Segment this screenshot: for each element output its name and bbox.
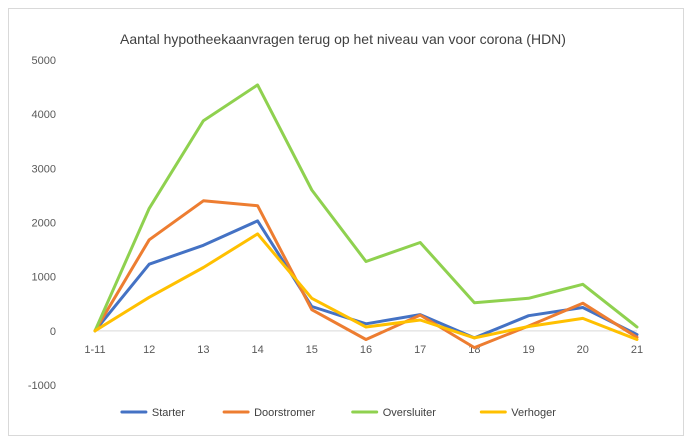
legend: Starter Doorstromer Oversluiter Verhoger xyxy=(120,407,556,419)
x-tick-label: 1-11 xyxy=(84,344,105,356)
chart-title: Aantal hypotheekaanvragen terug op het n… xyxy=(120,31,566,47)
legend-label-oversluiter: Oversluiter xyxy=(383,407,437,419)
y-tick-label: 3000 xyxy=(32,163,56,175)
x-tick-label: 16 xyxy=(360,344,372,356)
x-tick-label: 17 xyxy=(414,344,426,356)
x-tick-label: 20 xyxy=(577,344,589,356)
series-line-oversluiter xyxy=(93,83,639,333)
y-tick-label: 1000 xyxy=(32,272,56,284)
legend-label-starter: Starter xyxy=(152,407,185,419)
y-tick-label: -1000 xyxy=(28,380,56,392)
x-tick-label: 13 xyxy=(197,344,209,356)
chart-frame xyxy=(8,8,684,436)
x-tick-label: 21 xyxy=(631,344,643,356)
series-lines xyxy=(93,83,639,350)
legend-label-doorstromer: Doorstromer xyxy=(254,407,315,419)
x-tick-label: 14 xyxy=(251,344,263,356)
x-tick-label: 12 xyxy=(143,344,155,356)
x-tick-label: 19 xyxy=(522,344,534,356)
series-line-doorstromer xyxy=(93,199,639,350)
y-axis-ticks: -1000 0 1000 2000 3000 4000 5000 xyxy=(28,55,56,392)
y-tick-label: 4000 xyxy=(32,109,56,121)
y-tick-label: 5000 xyxy=(32,55,56,67)
series-line-verhoger xyxy=(93,232,639,341)
x-tick-label: 15 xyxy=(306,344,318,356)
x-axis-ticks: 1-11 12 13 14 15 16 17 18 19 20 21 xyxy=(84,344,643,356)
series-line-starter xyxy=(93,219,639,340)
y-tick-label: 2000 xyxy=(32,218,56,230)
legend-label-verhoger: Verhoger xyxy=(511,407,556,419)
y-tick-label: 0 xyxy=(50,326,56,338)
